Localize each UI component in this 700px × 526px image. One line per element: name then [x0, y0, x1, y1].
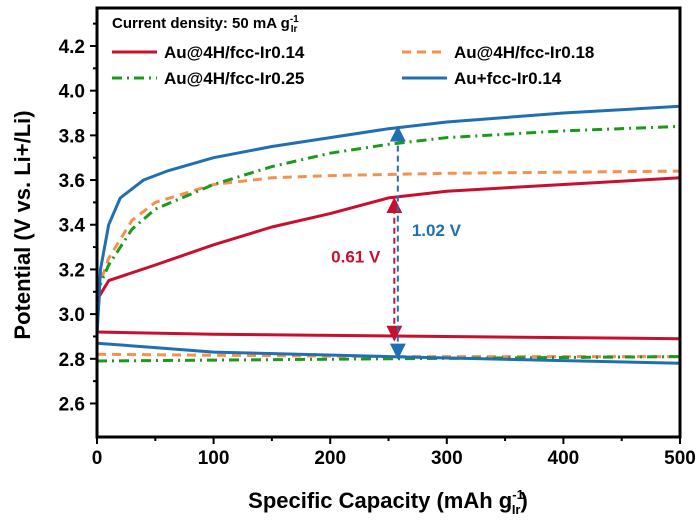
- legend-label: Au@4H/fcc-Ir0.25: [164, 69, 304, 88]
- series-line-charge: [95, 124, 681, 293]
- series-line-discharge: [96, 355, 681, 363]
- y-axis-label: Potential (V vs. Li+/Li): [10, 110, 35, 339]
- legend-label: Au@4H/fcc-Ir0.18: [454, 43, 594, 62]
- annotation-label: 0.61 V: [331, 248, 381, 267]
- legend-label: Au@4H/fcc-Ir0.14: [164, 43, 305, 62]
- legend-title: Current density: 50 mA g-1 Ir: [112, 14, 299, 35]
- x-tick-label: 500: [664, 448, 696, 469]
- y-tick-label: 3.8: [59, 126, 85, 147]
- y-tick-label: 3.6: [59, 171, 85, 192]
- x-axis-label: Specific Capacity (mAh g-1 Ir): [248, 487, 528, 517]
- y-tick-label: 4.2: [59, 37, 85, 58]
- y-tick-label: 3.0: [59, 305, 85, 326]
- y-tick-label: 3.4: [59, 216, 86, 237]
- y-tick-label: 2.8: [59, 350, 85, 371]
- y-tick-label: 4.0: [59, 82, 85, 103]
- x-tick-label: 200: [314, 448, 346, 469]
- series-line-discharge: [96, 330, 681, 341]
- x-tick-label: 0: [92, 448, 103, 469]
- x-tick-label: 300: [431, 448, 463, 469]
- y-tick-label: 3.2: [59, 260, 85, 281]
- series-line-charge: [95, 176, 681, 326]
- series-line-charge: [95, 169, 681, 293]
- annotation-label: 1.02 V: [412, 221, 462, 240]
- x-tick-label: 400: [548, 448, 580, 469]
- series-line-discharge: [96, 341, 681, 365]
- legend-label: Au+fcc-Ir0.14: [454, 69, 562, 88]
- y-tick-label: 2.6: [59, 394, 85, 415]
- plot-area: Au@4H/fcc-Ir0.14 Au@4H/fcc-Ir0.18 Au@4H/fc…: [59, 6, 696, 469]
- series-line-charge: [95, 104, 681, 337]
- x-tick-label: 100: [198, 448, 230, 469]
